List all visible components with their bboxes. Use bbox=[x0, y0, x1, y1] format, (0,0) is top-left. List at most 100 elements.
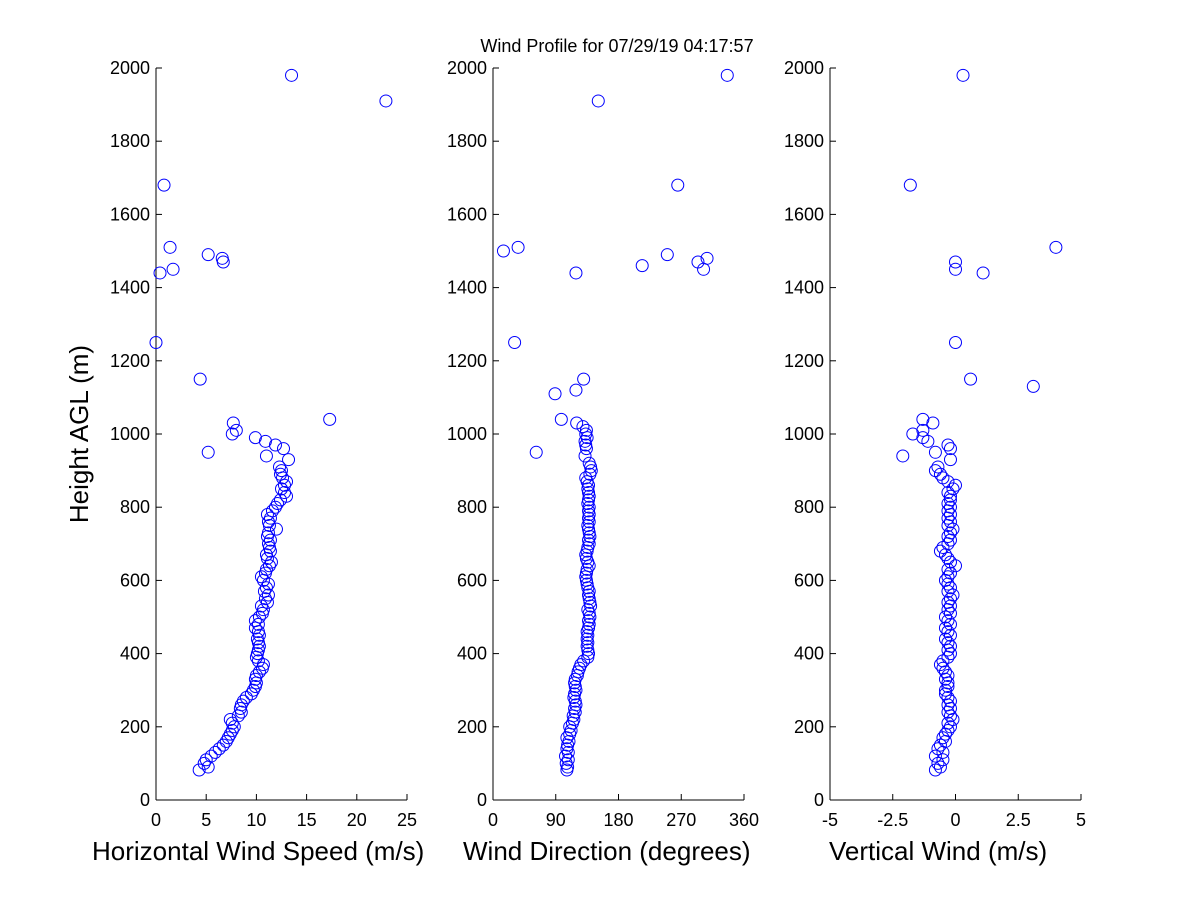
x-tick-label: 25 bbox=[397, 810, 417, 830]
data-point bbox=[582, 456, 596, 470]
y-tick-label: 1800 bbox=[447, 131, 487, 151]
data-point bbox=[941, 562, 955, 576]
data-point bbox=[941, 614, 955, 628]
y-tick-label: 1200 bbox=[784, 351, 824, 371]
data-point bbox=[941, 529, 955, 543]
data-point bbox=[943, 526, 957, 540]
data-point bbox=[269, 522, 283, 536]
data-point bbox=[268, 500, 282, 514]
data-point bbox=[941, 497, 955, 511]
data-point bbox=[577, 372, 591, 386]
data-point bbox=[591, 94, 605, 108]
y-tick-label: 200 bbox=[457, 717, 487, 737]
data-point bbox=[941, 551, 955, 565]
y-tick-label: 2000 bbox=[447, 58, 487, 78]
data-point bbox=[280, 489, 294, 503]
data-point bbox=[933, 544, 947, 558]
data-point bbox=[949, 336, 962, 349]
data-point bbox=[943, 508, 957, 522]
data-point bbox=[263, 511, 277, 525]
data-point bbox=[941, 643, 955, 657]
data-point bbox=[976, 266, 990, 280]
y-tick-label: 0 bbox=[814, 790, 824, 810]
data-point bbox=[896, 449, 910, 463]
data-point bbox=[580, 562, 594, 576]
data-point bbox=[229, 423, 243, 437]
data-point bbox=[578, 449, 592, 463]
data-point bbox=[215, 251, 229, 265]
data-point bbox=[275, 482, 288, 496]
data-point bbox=[943, 500, 957, 514]
data-point bbox=[576, 420, 590, 434]
data-point bbox=[936, 661, 950, 675]
data-point bbox=[956, 68, 970, 82]
data-point bbox=[201, 445, 215, 459]
data-point bbox=[246, 683, 260, 697]
data-point bbox=[562, 734, 576, 748]
data-point bbox=[574, 658, 588, 672]
data-point bbox=[928, 749, 942, 763]
data-point bbox=[941, 669, 955, 683]
y-tick-label: 1600 bbox=[447, 204, 487, 224]
data-point bbox=[964, 372, 978, 386]
y-tick-label: 200 bbox=[794, 717, 824, 737]
data-point bbox=[193, 372, 207, 386]
data-point bbox=[379, 94, 393, 108]
data-point bbox=[166, 262, 180, 276]
horizontal-wind-speed-panel: 0 200 400 600 800 1000 1200 1400 1600 1800 2000 0 5 1… bbox=[64, 58, 424, 866]
data-point bbox=[257, 584, 271, 598]
data-point bbox=[259, 581, 273, 595]
data-point bbox=[254, 570, 268, 584]
data-point bbox=[568, 672, 582, 686]
data-point bbox=[928, 445, 942, 459]
data-point bbox=[323, 412, 337, 426]
data-point bbox=[252, 665, 266, 679]
data-point bbox=[916, 412, 930, 426]
x-tick-label: 2.5 bbox=[1006, 810, 1031, 830]
data-point bbox=[256, 603, 270, 617]
data-point bbox=[936, 753, 950, 767]
y-tick-label: 1200 bbox=[447, 351, 487, 371]
data-point bbox=[941, 723, 955, 737]
data-point bbox=[282, 453, 296, 467]
data-point bbox=[933, 760, 947, 774]
x-tick-label: 270 bbox=[666, 810, 696, 830]
data-point bbox=[192, 763, 206, 777]
data-point bbox=[936, 731, 950, 745]
data-point bbox=[149, 336, 163, 349]
x-tick-label: 0 bbox=[950, 810, 960, 830]
x-axis-label: Vertical Wind (m/s) bbox=[829, 836, 1047, 866]
data-point bbox=[251, 654, 265, 668]
data-point bbox=[943, 709, 957, 723]
y-tick-label: 800 bbox=[457, 497, 487, 517]
data-point bbox=[259, 548, 273, 562]
data-point bbox=[720, 68, 734, 82]
data-point bbox=[264, 555, 278, 569]
x-tick-label: 90 bbox=[546, 810, 566, 830]
data-point bbox=[943, 442, 957, 456]
data-point bbox=[208, 745, 222, 759]
data-point bbox=[943, 647, 957, 661]
data-point bbox=[563, 720, 577, 734]
data-point bbox=[943, 694, 957, 708]
data-point bbox=[258, 592, 272, 606]
y-tick-label: 1000 bbox=[447, 424, 487, 444]
data-point bbox=[941, 504, 955, 518]
data-point bbox=[248, 431, 262, 445]
data-point bbox=[508, 336, 522, 349]
x-tick-label: 0 bbox=[151, 810, 161, 830]
data-point bbox=[943, 628, 957, 642]
data-point bbox=[157, 178, 171, 192]
data-point bbox=[270, 497, 284, 511]
x-tick-label: 5 bbox=[201, 810, 211, 830]
y-tick-label: 1000 bbox=[110, 424, 150, 444]
data-point bbox=[285, 68, 299, 82]
data-point bbox=[496, 244, 510, 258]
x-tick-label: -2.5 bbox=[877, 810, 908, 830]
data-point bbox=[244, 687, 258, 701]
y-tick-label: 400 bbox=[457, 644, 487, 664]
y-tick-label: 1400 bbox=[447, 278, 487, 298]
data-point bbox=[223, 727, 237, 741]
x-tick-label: -5 bbox=[822, 810, 838, 830]
